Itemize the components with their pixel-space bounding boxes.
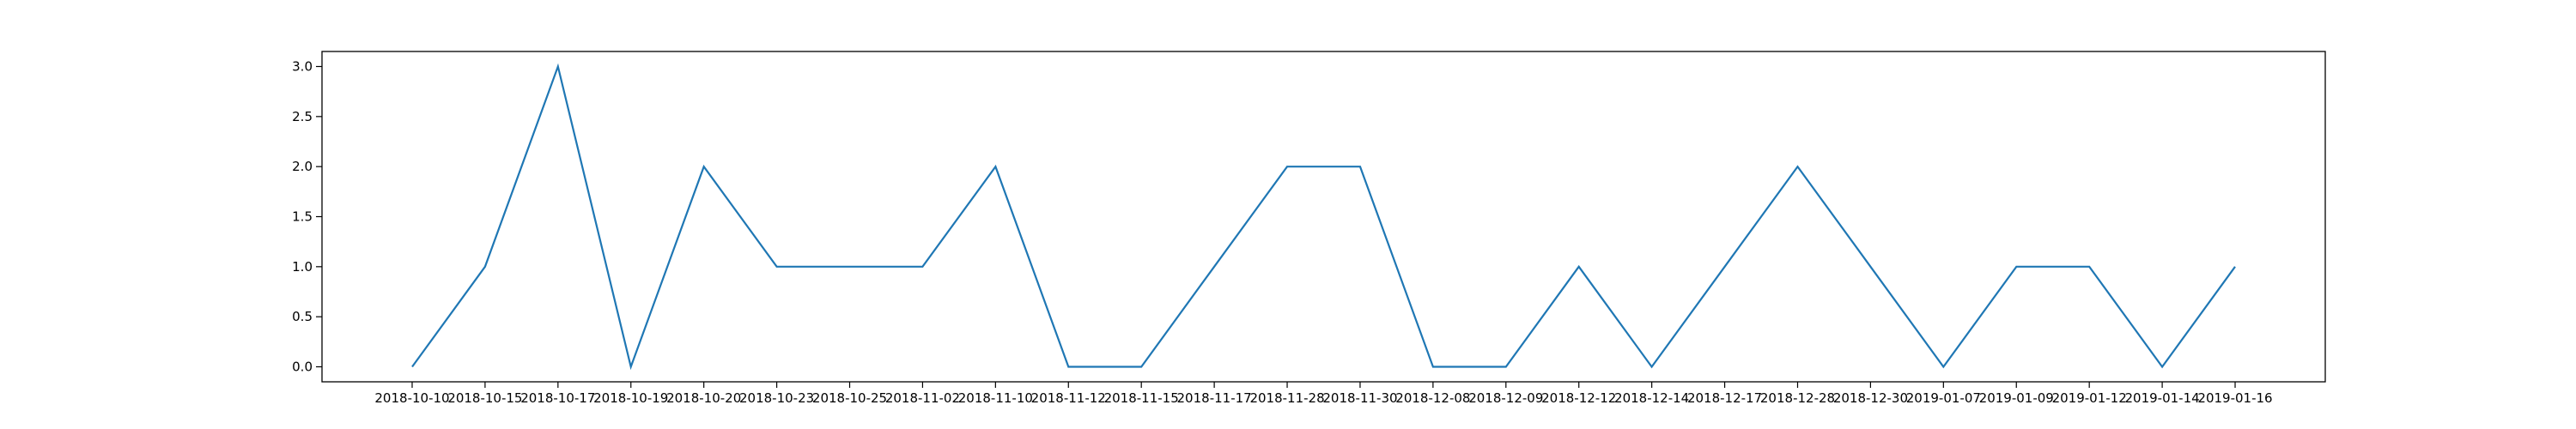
x-tick-label: 2019-01-09 xyxy=(1979,390,2054,406)
y-tick-label: 3.0 xyxy=(292,59,313,75)
x-tick-label: 2018-10-10 xyxy=(374,390,449,406)
x-tick-label: 2018-11-12 xyxy=(1031,390,1106,406)
x-tick-label: 2018-11-10 xyxy=(958,390,1033,406)
x-tick-label: 2018-11-02 xyxy=(885,390,960,406)
x-tick-label: 2018-10-17 xyxy=(520,390,595,406)
x-tick-label: 2018-12-09 xyxy=(1468,390,1543,406)
x-tick-label: 2019-01-14 xyxy=(2125,390,2200,406)
x-tick-label: 2018-11-28 xyxy=(1249,390,1324,406)
y-tick-label: 1.0 xyxy=(292,259,313,275)
x-tick-label: 2018-11-17 xyxy=(1177,390,1252,406)
x-tick-label: 2018-12-30 xyxy=(1833,390,1908,406)
y-tick-label: 2.5 xyxy=(292,109,313,124)
series-layer xyxy=(411,63,2236,371)
series-line xyxy=(411,63,2236,371)
x-tick-label: 2018-12-08 xyxy=(1395,390,1470,406)
plot-frame xyxy=(321,51,2326,383)
y-axis: 0.0 0.5 1.0 1.5 2.0 2.5 3.0 xyxy=(292,59,322,375)
x-tick-label: 2018-11-15 xyxy=(1104,390,1179,406)
y-tick-label: 0.0 xyxy=(292,360,313,375)
x-tick-label: 2018-10-19 xyxy=(593,390,668,406)
y-tick-label: 1.5 xyxy=(292,209,313,225)
x-tick-label: 2019-01-07 xyxy=(1906,390,1981,406)
y-tick-label: 2.0 xyxy=(292,159,313,174)
x-tick-label: 2018-10-25 xyxy=(812,390,887,406)
x-tick-label: 2018-12-17 xyxy=(1687,390,1762,406)
x-tick-label: 2018-10-15 xyxy=(447,390,522,406)
x-tick-label: 2018-10-23 xyxy=(739,390,814,406)
x-tick-label: 2018-10-20 xyxy=(666,390,741,406)
y-tick-label: 0.5 xyxy=(292,309,313,324)
x-tick-label: 2018-12-28 xyxy=(1760,390,1835,406)
x-tick-label: 2018-11-30 xyxy=(1322,390,1397,406)
x-tick-label: 2018-12-12 xyxy=(1541,390,1616,406)
x-axis: 2018-10-102018-10-152018-10-172018-10-19… xyxy=(374,382,2273,406)
x-tick-label: 2019-01-16 xyxy=(2197,390,2272,406)
x-tick-label: 2019-01-12 xyxy=(2052,390,2127,406)
x-tick-label: 2018-12-14 xyxy=(1614,390,1689,406)
